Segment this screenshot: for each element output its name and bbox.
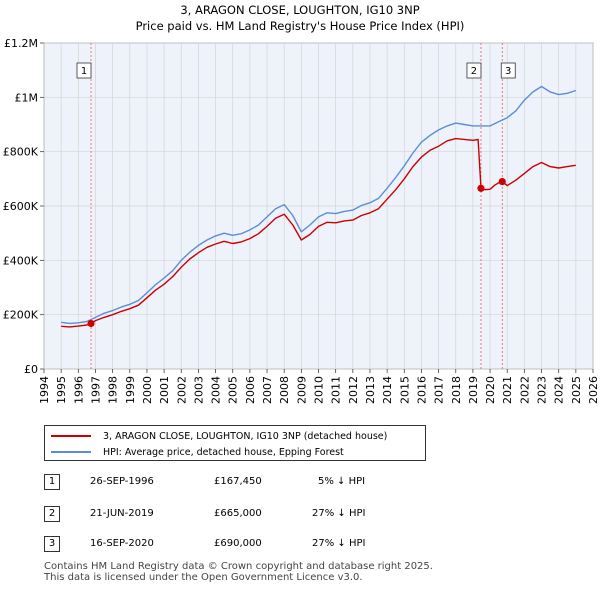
sale-marker-label: 2 <box>466 62 482 79</box>
x-tick-label: 2004 <box>210 376 223 404</box>
sale-markers: 1 2 3 <box>76 43 516 369</box>
sale-point <box>87 319 95 328</box>
legend-swatch-hpi <box>51 451 91 453</box>
x-tick-label: 2012 <box>347 376 360 404</box>
y-tick-label: £400K <box>3 254 39 267</box>
x-tick-label: 1999 <box>124 376 137 404</box>
x-tick-label: 2022 <box>518 376 531 404</box>
x-tick-label: 2021 <box>501 376 514 404</box>
table-row: 3 16-SEP-2020 £690,000 27% ↓ HPI <box>44 536 464 554</box>
x-tick-label: 2017 <box>433 376 446 404</box>
x-tick-label: 2000 <box>141 376 154 404</box>
legend-item-property: 3, ARAGON CLOSE, LOUGHTON, IG10 3NP (det… <box>51 428 387 444</box>
footer-license: This data is licensed under the Open Gov… <box>44 571 363 583</box>
price-chart: 3, ARAGON CLOSE, LOUGHTON, IG10 3NP Pric… <box>3 3 600 404</box>
table-row: 2 21-JUN-2019 £665,000 27% ↓ HPI <box>44 506 464 524</box>
sale-marker-label: 3 <box>500 62 516 79</box>
x-tick-label: 2015 <box>398 376 411 404</box>
y-tick-label: £1M <box>15 91 39 104</box>
x-tick-label: 2007 <box>261 376 274 404</box>
x-tick-label: 2013 <box>364 376 377 404</box>
series-lines <box>61 85 577 328</box>
x-tick-label: 1996 <box>72 376 85 404</box>
table-row: 1 26-SEP-1996 £167,450 5% ↓ HPI <box>44 474 464 492</box>
sale-marker-box <box>500 62 516 79</box>
x-tick-label: 2019 <box>467 376 480 404</box>
transaction-hpi-diff: 27% ↓ HPI <box>312 538 366 549</box>
footer-copyright: Contains HM Land Registry data © Crown c… <box>44 561 433 572</box>
x-tick-label: 2020 <box>484 376 497 404</box>
x-tick-label: 2011 <box>330 376 343 404</box>
x-tick-label: 1997 <box>89 376 102 404</box>
y-tick-label: £1.2M <box>4 37 38 50</box>
x-tick-label: 2009 <box>295 376 308 404</box>
transaction-price: £665,000 <box>214 508 262 519</box>
transaction-date: 21-JUN-2019 <box>90 508 154 519</box>
sale-marker-number: 3 <box>505 66 511 77</box>
y-tick-label: £0 <box>24 363 38 376</box>
transaction-hpi-diff: 5% ↓ HPI <box>318 476 366 487</box>
x-tick-label: 2025 <box>570 376 583 404</box>
legend-label-hpi: HPI: Average price, detached house, Eppi… <box>103 446 344 458</box>
sale-marker-label: 1 <box>76 62 92 79</box>
sale-marker-box <box>76 62 92 79</box>
axes: 1994 1995 1996 1997 1998 1999 2000 2001 2002 2003… <box>3 37 600 404</box>
y-tick-label: £600K <box>3 200 39 213</box>
transaction-number: 1 <box>44 474 60 490</box>
legend-item-hpi: HPI: Average price, detached house, Eppi… <box>51 444 344 460</box>
x-tick-label: 2023 <box>536 376 549 404</box>
y-tick-label: £200K <box>3 309 39 322</box>
x-tick-label: 2002 <box>175 376 188 404</box>
footer: Contains HM Land Registry data © Crown c… <box>44 561 433 583</box>
x-tick-label: 1994 <box>38 376 51 404</box>
x-tick-label: 2010 <box>313 376 326 404</box>
x-tick-label: 2003 <box>192 376 205 404</box>
x-tick-label: 2014 <box>381 376 394 404</box>
legend-label-property: 3, ARAGON CLOSE, LOUGHTON, IG10 3NP (det… <box>103 430 388 442</box>
x-tick-label: 2008 <box>278 376 291 404</box>
y-tick-label: £800K <box>3 146 39 159</box>
transaction-number: 2 <box>44 506 60 522</box>
x-tick-label: 2006 <box>244 376 257 404</box>
x-tick-label: 2005 <box>227 376 240 404</box>
chart-subtitle: Price paid vs. HM Land Registry's House … <box>136 19 465 33</box>
x-tick-label: 2018 <box>450 376 463 404</box>
sale-point <box>498 177 506 186</box>
sale-marker-number: 1 <box>81 66 87 77</box>
sale-marker-box <box>466 62 482 79</box>
chart-title: 3, ARAGON CLOSE, LOUGHTON, IG10 3NP <box>180 3 419 17</box>
transaction-price: £167,450 <box>214 476 262 487</box>
x-tick-label: 2026 <box>587 376 600 404</box>
sale-point <box>477 184 485 192</box>
transaction-hpi-diff: 27% ↓ HPI <box>312 508 366 519</box>
hpi-line <box>61 85 577 325</box>
legend-swatch-property <box>51 435 91 437</box>
x-tick-label: 1995 <box>55 376 68 404</box>
transaction-date: 26-SEP-1996 <box>90 476 154 487</box>
transaction-date: 16-SEP-2020 <box>90 538 154 549</box>
legend: 3, ARAGON CLOSE, LOUGHTON, IG10 3NP (det… <box>44 425 426 461</box>
x-tick-label: 2016 <box>415 376 428 404</box>
transaction-number: 3 <box>44 536 60 552</box>
transaction-price: £690,000 <box>214 538 262 549</box>
property-price-line <box>61 137 576 328</box>
sale-marker-number: 2 <box>471 66 477 77</box>
x-tick-label: 2001 <box>158 376 171 404</box>
x-tick-label: 1998 <box>107 376 120 404</box>
x-tick-label: 2024 <box>553 376 566 404</box>
